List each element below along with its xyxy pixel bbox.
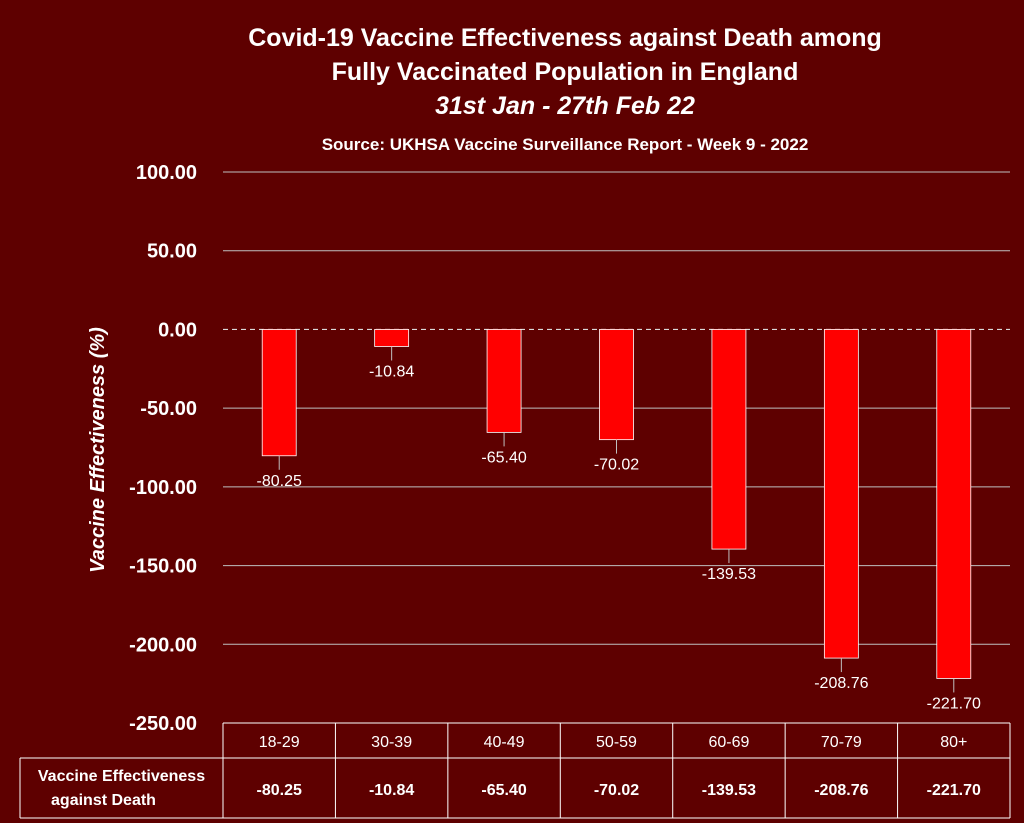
y-tick-label: -50.00	[140, 398, 197, 420]
chart-subtitle: 31st Jan - 27th Feb 22	[435, 92, 695, 120]
bar	[486, 329, 522, 433]
bar	[936, 329, 972, 679]
category-label: 50-59	[596, 734, 637, 751]
bars: -80.25 -10.84 -65.40 -70.02 -139.53 -208.76 -2…	[257, 329, 981, 712]
table-value: -139.53	[702, 782, 756, 799]
data-label: -208.76	[814, 675, 868, 692]
category-label: 60-69	[708, 734, 749, 751]
category-label: 70-79	[821, 734, 862, 751]
data-label: -10.84	[369, 363, 414, 380]
table-value: -208.76	[814, 782, 868, 799]
data-label: -139.53	[702, 566, 756, 583]
table-value: -221.70	[927, 782, 981, 799]
table-row-header-line1: Vaccine Effectiveness	[38, 768, 205, 785]
chart-source: Source: UKHSA Vaccine Surveillance Repor…	[322, 135, 809, 154]
table-value: -80.25	[257, 782, 302, 799]
data-table: 18-29 -80.25 30-39 -10.84 40-49 -65.40 50-59 -7…	[19, 722, 1011, 819]
category-label: 18-29	[259, 734, 300, 751]
y-tick-label: -150.00	[129, 556, 197, 578]
y-tick-label: -250.00	[129, 713, 197, 735]
y-tick-label: 0.00	[158, 319, 197, 341]
data-label: -70.02	[594, 457, 639, 474]
y-tick-label: 100.00	[136, 162, 197, 184]
y-axis-ticks: 100.00 50.00 0.00 -50.00 -100.00 -150.00 -200.…	[129, 162, 197, 735]
y-tick-label: 50.00	[147, 241, 197, 263]
data-label: -221.70	[927, 695, 981, 712]
bar	[823, 329, 859, 659]
table-value: -10.84	[369, 782, 414, 799]
category-label: 40-49	[484, 734, 525, 751]
data-label: -80.25	[257, 473, 302, 490]
chart-title-line2: Fully Vaccinated Population in England	[332, 58, 799, 86]
bar	[261, 329, 297, 457]
category-label: 30-39	[371, 734, 412, 751]
table-value: -70.02	[594, 782, 639, 799]
table-row-header-line2: against Death	[51, 792, 156, 809]
data-label: -65.40	[481, 449, 526, 466]
bar	[599, 329, 634, 441]
chart-title-line1: Covid-19 Vaccine Effectiveness against D…	[248, 24, 882, 52]
y-tick-label: -100.00	[129, 477, 197, 499]
y-axis-label: Vaccine Effectiveness (%)	[87, 327, 109, 573]
category-label: 80+	[940, 734, 967, 751]
y-tick-label: -200.00	[129, 634, 197, 656]
bar	[711, 329, 747, 550]
bar	[374, 329, 410, 347]
table-value: -65.40	[481, 782, 526, 799]
